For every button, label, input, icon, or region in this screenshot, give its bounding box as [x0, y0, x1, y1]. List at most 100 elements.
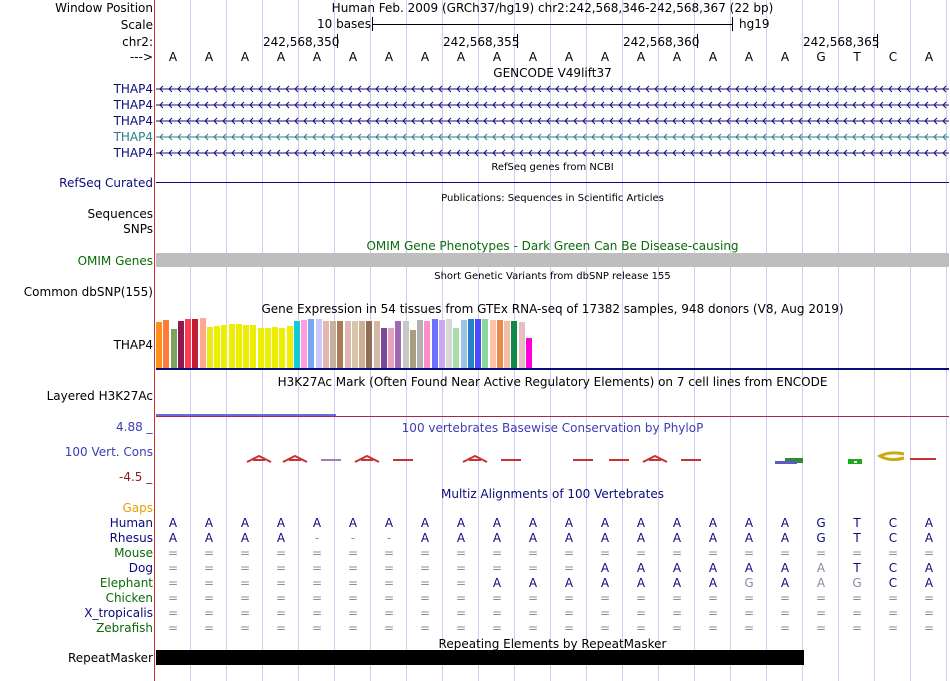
multiz-base: A — [420, 531, 430, 545]
gtex-tissue-bar[interactable] — [322, 321, 329, 368]
gaps-label[interactable]: Gaps — [122, 501, 153, 515]
gtex-gene-label[interactable]: THAP4 — [113, 338, 153, 352]
gtex-tissue-bar[interactable] — [518, 322, 525, 368]
multiz-species-label[interactable]: Rhesus — [109, 531, 153, 545]
gtex-tissue-bar[interactable] — [409, 330, 416, 368]
gtex-tissue-bar[interactable] — [467, 319, 474, 368]
omim-gene-bar[interactable] — [156, 253, 949, 267]
gencode-transcript-label[interactable]: THAP4 — [113, 130, 153, 144]
gencode-transcript-label[interactable]: THAP4 — [113, 146, 153, 160]
gtex-tissue-bar[interactable] — [337, 321, 344, 368]
gtex-tissue-bar[interactable] — [192, 319, 199, 368]
gtex-tissue-bar[interactable] — [373, 321, 380, 368]
gtex-tissue-bar[interactable] — [214, 326, 220, 368]
gtex-tissue-bar[interactable] — [359, 321, 365, 368]
gtex-tissue-bar[interactable] — [417, 320, 423, 368]
gtex-tissue-bar[interactable] — [380, 328, 387, 368]
scale-label[interactable]: Scale — [120, 18, 153, 32]
gtex-tissue-bar[interactable] — [424, 321, 431, 368]
base-letter: A — [384, 50, 394, 64]
gtex-tissue-bar[interactable] — [163, 320, 170, 368]
gtex-tissue-bar[interactable] — [293, 321, 300, 368]
gtex-tissue-bar[interactable] — [330, 321, 336, 368]
h3k27ac-track-title[interactable]: H3K27Ac Mark (Often Found Near Active Re… — [277, 375, 828, 389]
gtex-tissue-bar[interactable] — [272, 327, 278, 368]
phylop-label[interactable]: 100 Vert. Cons — [64, 445, 153, 459]
multiz-track-title[interactable]: Multiz Alignments of 100 Vertebrates — [440, 487, 665, 501]
gtex-tissue-bar[interactable] — [489, 320, 496, 368]
h3k27ac-baseline[interactable] — [156, 416, 949, 417]
gencode-track-title[interactable]: GENCODE V49lift37 — [493, 66, 612, 80]
strand-label[interactable]: ---> — [129, 50, 153, 64]
gtex-tissue-bar[interactable] — [257, 328, 264, 368]
gtex-tissue-bar[interactable] — [264, 328, 271, 368]
multiz-species-label[interactable]: Chicken — [105, 591, 153, 605]
gtex-tissue-bar[interactable] — [286, 326, 293, 368]
gtex-tissue-bar[interactable] — [402, 321, 409, 368]
gtex-tissue-bar[interactable] — [185, 319, 191, 368]
gtex-tissue-bar[interactable] — [453, 328, 460, 368]
gtex-tissue-bar[interactable] — [438, 320, 445, 368]
phylop-track-title[interactable]: 100 vertebrates Basewise Conservation by… — [401, 421, 704, 435]
gtex-tissue-bar[interactable] — [228, 324, 235, 368]
gtex-tissue-bar[interactable] — [221, 325, 228, 368]
multiz-species-label[interactable]: Human — [109, 516, 153, 530]
gtex-tissue-bar[interactable] — [156, 322, 162, 368]
gtex-tissue-bar[interactable] — [301, 320, 307, 368]
multiz-species-label[interactable]: X_tropicalis — [84, 606, 153, 620]
refseq-track-line[interactable] — [156, 182, 949, 183]
base-letter: C — [888, 50, 898, 64]
gtex-tissue-bar[interactable] — [177, 321, 184, 368]
repeatmasker-element[interactable] — [156, 650, 804, 665]
gtex-tissue-bar[interactable] — [496, 320, 503, 368]
omim-track-title[interactable]: OMIM Gene Phenotypes - Dark Green Can Be… — [366, 239, 739, 253]
multiz-species-label[interactable]: Zebrafish — [96, 621, 153, 635]
h3k27ac-signal-segment[interactable] — [156, 414, 336, 416]
gtex-tissue-bar[interactable] — [395, 321, 402, 368]
snps-label[interactable]: SNPs — [123, 222, 153, 236]
gencode-transcript-label[interactable]: THAP4 — [113, 98, 153, 112]
window-position-label[interactable]: Window Position — [55, 1, 153, 15]
gtex-tissue-bar[interactable] — [460, 320, 467, 368]
h3k27ac-label[interactable]: Layered H3K27Ac — [46, 389, 153, 403]
refseq-label[interactable]: RefSeq Curated — [59, 176, 153, 190]
gtex-tissue-bar[interactable] — [475, 319, 481, 368]
gtex-track-title[interactable]: Gene Expression in 54 tissues from GTEx … — [261, 302, 844, 316]
omim-label[interactable]: OMIM Genes — [77, 254, 153, 268]
chrom-label[interactable]: chr2: — [122, 35, 153, 49]
gtex-tissue-bar[interactable] — [482, 319, 489, 368]
gtex-tissue-bar[interactable] — [243, 325, 249, 368]
gtex-tissue-bar[interactable] — [504, 321, 510, 368]
gtex-tissue-bar[interactable] — [199, 318, 206, 368]
gtex-tissue-bar[interactable] — [170, 329, 177, 368]
gtex-tissue-bar[interactable] — [206, 327, 213, 368]
gtex-tissue-bar[interactable] — [388, 328, 394, 368]
publications-track-title[interactable]: Publications: Sequences in Scientific Ar… — [441, 193, 664, 204]
gtex-tissue-bar[interactable] — [344, 321, 351, 368]
gtex-tissue-bar[interactable] — [315, 319, 322, 368]
gtex-tissue-bar[interactable] — [511, 321, 518, 368]
gencode-transcript-label[interactable]: THAP4 — [113, 114, 153, 128]
gtex-tissue-bar[interactable] — [308, 319, 315, 368]
sequences-label[interactable]: Sequences — [87, 207, 153, 221]
multiz-species-label[interactable]: Dog — [128, 561, 153, 575]
gtex-tissue-bar[interactable] — [525, 338, 532, 368]
gtex-tissue-bar[interactable] — [446, 319, 452, 368]
repeatmasker-track-title[interactable]: Repeating Elements by RepeatMasker — [438, 637, 667, 651]
gtex-tissue-bar[interactable] — [351, 321, 358, 368]
dbsnp-label[interactable]: Common dbSNP(155) — [23, 285, 153, 299]
dbsnp-track-title[interactable]: Short Genetic Variants from dbSNP releas… — [434, 271, 671, 282]
multiz-species-label[interactable]: Mouse — [114, 546, 153, 560]
gencode-transcript-label[interactable]: THAP4 — [113, 82, 153, 96]
gtex-tissue-bar[interactable] — [235, 324, 242, 368]
gtex-gene-line[interactable] — [156, 368, 949, 370]
repeatmasker-label[interactable]: RepeatMasker — [67, 651, 153, 665]
refseq-track-title[interactable]: RefSeq genes from NCBI — [491, 162, 614, 173]
gtex-tissue-bar[interactable] — [250, 325, 257, 368]
gtex-tissue-bar[interactable] — [279, 328, 286, 368]
gtex-tissue-bar[interactable] — [366, 321, 373, 368]
gtex-tissue-bar[interactable] — [431, 319, 438, 368]
multiz-species-label[interactable]: Elephant — [99, 576, 153, 590]
